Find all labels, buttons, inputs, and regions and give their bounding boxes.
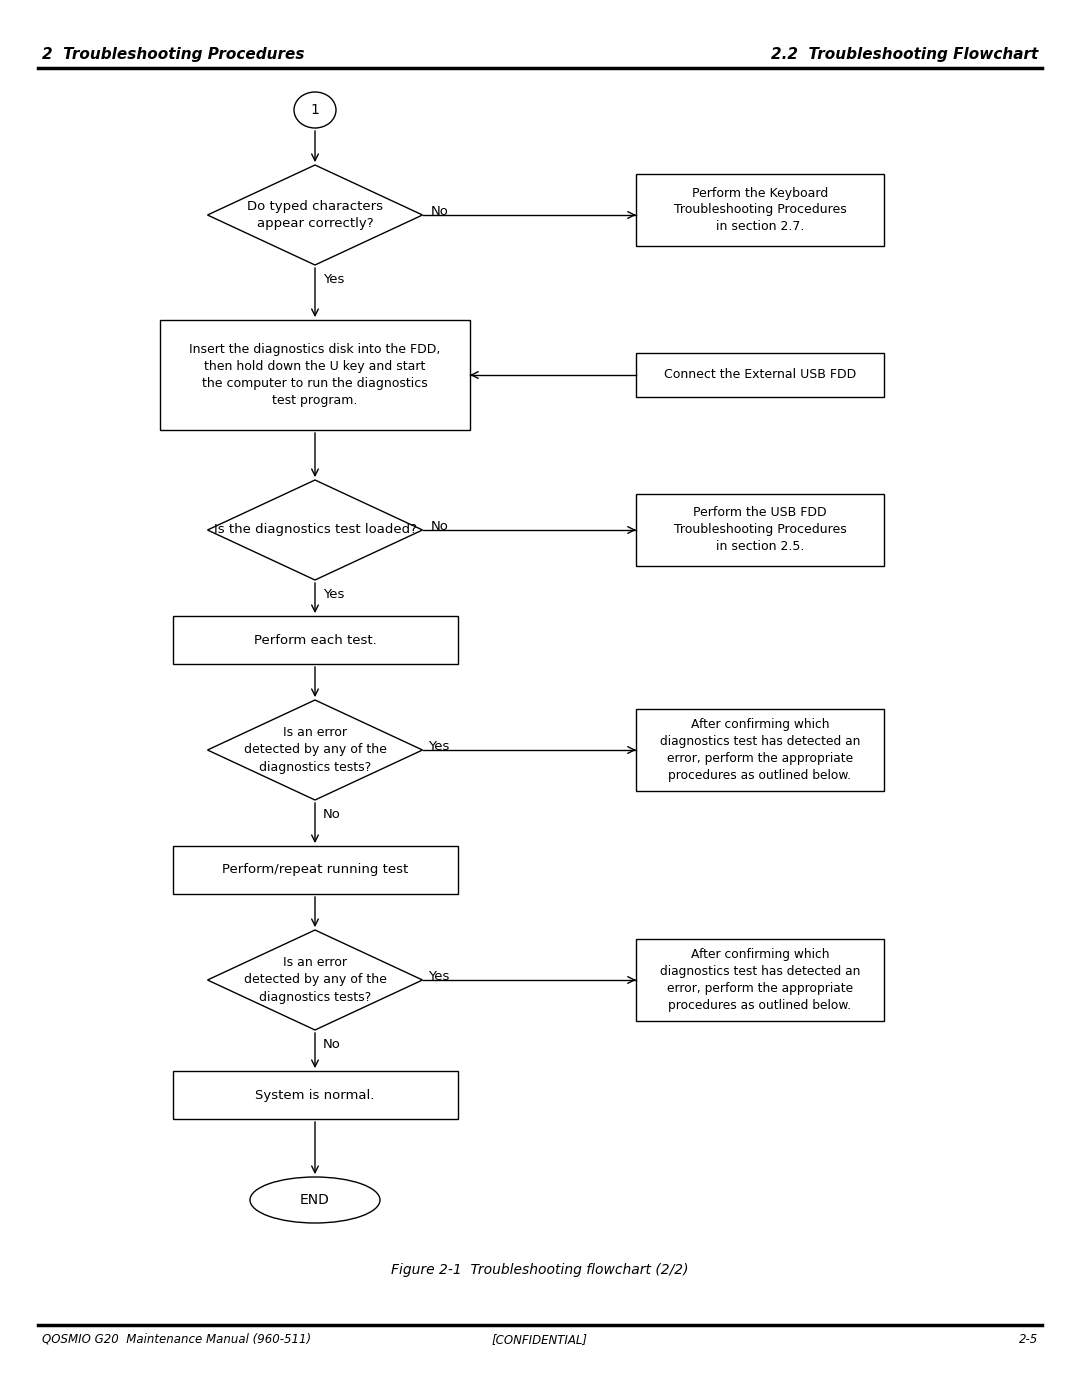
FancyBboxPatch shape bbox=[636, 495, 885, 566]
Text: QOSMIO G20  Maintenance Manual (960-511): QOSMIO G20 Maintenance Manual (960-511) bbox=[42, 1333, 311, 1345]
Text: Is an error
detected by any of the
diagnostics tests?: Is an error detected by any of the diagn… bbox=[244, 726, 387, 774]
Text: 1: 1 bbox=[311, 103, 320, 117]
FancyBboxPatch shape bbox=[636, 939, 885, 1021]
Polygon shape bbox=[207, 930, 422, 1030]
Text: Perform/repeat running test: Perform/repeat running test bbox=[221, 863, 408, 876]
Text: Is the diagnostics test loaded?: Is the diagnostics test loaded? bbox=[214, 524, 417, 536]
Text: After confirming which
diagnostics test has detected an
error, perform the appro: After confirming which diagnostics test … bbox=[660, 718, 860, 782]
FancyBboxPatch shape bbox=[636, 353, 885, 397]
FancyBboxPatch shape bbox=[173, 847, 458, 894]
Text: After confirming which
diagnostics test has detected an
error, perform the appro: After confirming which diagnostics test … bbox=[660, 949, 860, 1011]
Text: No: No bbox=[431, 205, 448, 218]
Text: No: No bbox=[323, 807, 341, 821]
Polygon shape bbox=[207, 165, 422, 265]
Text: Perform each test.: Perform each test. bbox=[254, 633, 376, 647]
Text: Yes: Yes bbox=[429, 970, 450, 983]
Text: Is an error
detected by any of the
diagnostics tests?: Is an error detected by any of the diagn… bbox=[244, 957, 387, 1003]
Ellipse shape bbox=[249, 1178, 380, 1222]
FancyBboxPatch shape bbox=[636, 175, 885, 246]
Text: Yes: Yes bbox=[429, 740, 450, 753]
Text: No: No bbox=[323, 1038, 341, 1051]
Text: END: END bbox=[300, 1193, 329, 1207]
Text: [CONFIDENTIAL]: [CONFIDENTIAL] bbox=[492, 1333, 588, 1345]
Text: Yes: Yes bbox=[323, 588, 345, 601]
Text: Do typed characters
appear correctly?: Do typed characters appear correctly? bbox=[247, 200, 383, 231]
Text: Yes: Yes bbox=[323, 272, 345, 286]
Text: 2.2  Troubleshooting Flowchart: 2.2 Troubleshooting Flowchart bbox=[771, 47, 1038, 61]
Text: Perform the USB FDD
Troubleshooting Procedures
in section 2.5.: Perform the USB FDD Troubleshooting Proc… bbox=[674, 507, 847, 553]
Text: 2-5: 2-5 bbox=[1018, 1333, 1038, 1345]
FancyBboxPatch shape bbox=[173, 616, 458, 664]
Text: 2  Troubleshooting Procedures: 2 Troubleshooting Procedures bbox=[42, 47, 305, 61]
Polygon shape bbox=[207, 481, 422, 580]
Text: Insert the diagnostics disk into the FDD,
then hold down the U key and start
the: Insert the diagnostics disk into the FDD… bbox=[189, 344, 441, 407]
Ellipse shape bbox=[294, 92, 336, 129]
Text: Connect the External USB FDD: Connect the External USB FDD bbox=[664, 369, 856, 381]
Text: System is normal.: System is normal. bbox=[255, 1088, 375, 1101]
Text: Figure 2-1  Troubleshooting flowchart (2/2): Figure 2-1 Troubleshooting flowchart (2/… bbox=[391, 1263, 689, 1277]
Text: Perform the Keyboard
Troubleshooting Procedures
in section 2.7.: Perform the Keyboard Troubleshooting Pro… bbox=[674, 187, 847, 233]
FancyBboxPatch shape bbox=[160, 320, 470, 430]
Polygon shape bbox=[207, 700, 422, 800]
FancyBboxPatch shape bbox=[636, 710, 885, 791]
FancyBboxPatch shape bbox=[173, 1071, 458, 1119]
Text: No: No bbox=[431, 520, 448, 534]
